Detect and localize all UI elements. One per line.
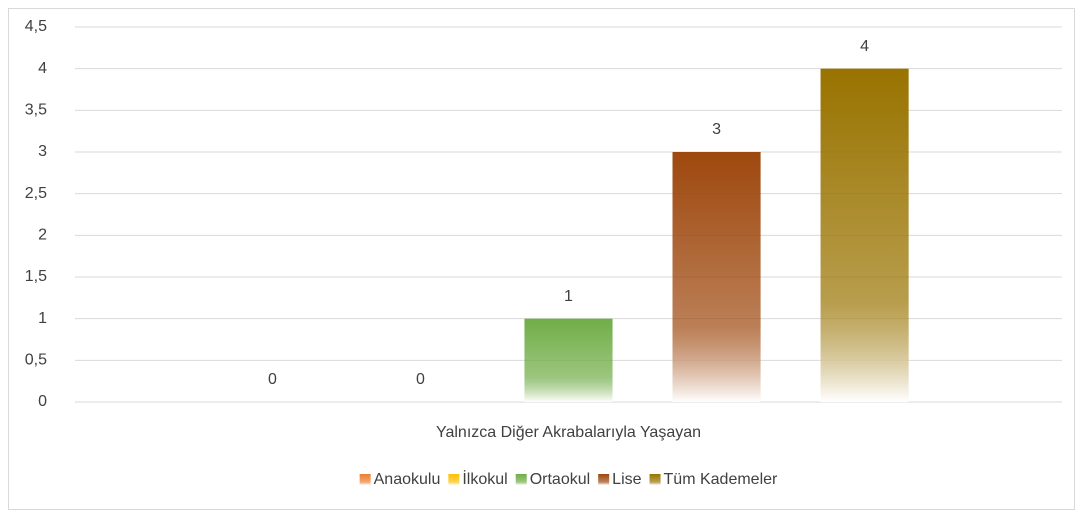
x-category-label: Yalnızca Diğer Akrabalarıyla Yaşayan: [436, 424, 701, 441]
y-tick-label: 0: [38, 393, 47, 410]
data-label: 0: [268, 371, 277, 388]
y-tick-label: 1,5: [25, 268, 47, 285]
y-tick-label: 2,5: [25, 185, 47, 202]
y-tick-label: 4: [38, 60, 47, 77]
legend-label: Tüm Kademeler: [664, 471, 778, 488]
legend-swatch: [448, 474, 460, 485]
legend-label: Anaokulu: [374, 471, 441, 488]
y-tick-label: 2: [38, 227, 47, 244]
legend-label: İlkokul: [462, 469, 507, 488]
y-tick-label: 0,5: [25, 352, 47, 369]
y-tick-label: 4,5: [25, 18, 47, 35]
legend-swatch: [359, 474, 371, 485]
y-tick-label: 3: [38, 143, 47, 160]
data-label: 1: [564, 288, 573, 305]
legend-swatch: [515, 474, 527, 485]
bar: [524, 318, 613, 402]
legend-label: Ortaokul: [530, 471, 590, 488]
legend-label: Lise: [612, 471, 641, 488]
legend-swatch: [598, 474, 610, 485]
data-label: 4: [860, 38, 869, 55]
bar: [672, 152, 761, 402]
legend-swatch: [649, 474, 661, 485]
y-tick-label: 3,5: [25, 102, 47, 119]
y-tick-label: 1: [38, 310, 47, 327]
data-label: 0: [416, 371, 425, 388]
bar: [820, 68, 909, 403]
data-label: 3: [712, 121, 721, 138]
